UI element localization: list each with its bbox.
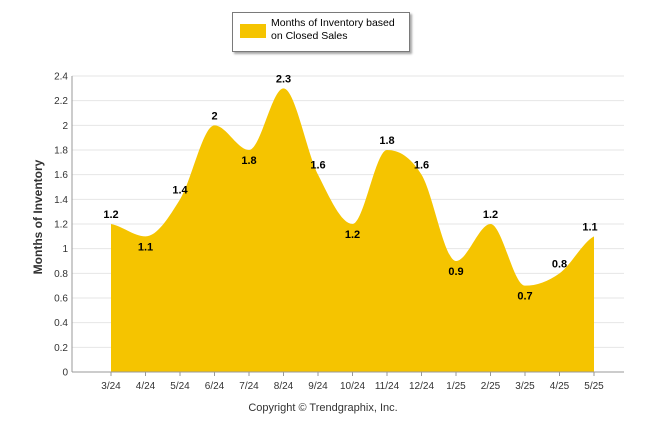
- y-tick-label: 2: [62, 121, 68, 132]
- legend-label: Months of Inventory based on Closed Sale…: [271, 17, 395, 42]
- x-tick-label: 11/24: [375, 381, 400, 392]
- data-label: 0.9: [448, 266, 463, 278]
- y-tick-label: 0.6: [54, 294, 68, 305]
- data-label: 1.2: [345, 229, 360, 241]
- y-tick-label: 1.8: [54, 146, 68, 157]
- area-series: [111, 88, 594, 372]
- x-tick-label: 5/24: [170, 381, 190, 392]
- x-tick-label: 10/24: [340, 381, 365, 392]
- data-label: 0.8: [552, 258, 567, 270]
- legend: Months of Inventory based on Closed Sale…: [232, 12, 410, 52]
- y-axis-title: Months of Inventory: [31, 159, 45, 275]
- data-label: 1.6: [310, 160, 325, 172]
- x-tick-label: 1/25: [446, 381, 466, 392]
- data-label: 1.2: [483, 209, 498, 221]
- data-label: 1.8: [379, 135, 394, 147]
- data-label: 2: [211, 110, 217, 122]
- data-label: 1.8: [241, 155, 256, 167]
- area-fill: [111, 88, 594, 372]
- x-tick-label: 3/24: [101, 381, 121, 392]
- y-tick-label: 1.6: [54, 170, 68, 181]
- copyright-text: Copyright © Trendgraphix, Inc.: [248, 402, 398, 414]
- y-tick-label: 0.2: [54, 343, 68, 354]
- x-tick-label: 4/24: [136, 381, 156, 392]
- data-label: 1.1: [138, 241, 153, 253]
- x-tick-label: 6/24: [205, 381, 225, 392]
- x-tick-label: 8/24: [274, 381, 294, 392]
- data-label: 1.6: [414, 160, 429, 172]
- y-tick-label: 2.4: [54, 72, 68, 83]
- legend-swatch: [240, 24, 266, 38]
- y-tick-label: 2.2: [54, 96, 68, 107]
- axes: 0 0.2 0.4 0.6 0.8 1 1.2 1.4 1.6 1.8 2 2.2 2.4 3/24 4/2…: [54, 72, 624, 392]
- x-tick-label: 5/25: [584, 381, 604, 392]
- data-label: 2.3: [276, 73, 291, 85]
- x-tick-label: 3/25: [515, 381, 535, 392]
- y-tick-label: 0.8: [54, 269, 68, 280]
- data-label: 1.4: [172, 184, 188, 196]
- x-tick-label: 12/24: [409, 381, 434, 392]
- x-tick-label: 7/24: [239, 381, 259, 392]
- data-label: 1.2: [103, 209, 118, 221]
- data-labels: 1.2 1.1 1.4 2 1.8 2.3 1.6 1.2 1.8 1.6 0.9 1.2 0.7 0.8…: [103, 73, 597, 302]
- y-tick-label: 1.4: [54, 195, 68, 206]
- x-tick-label: 4/25: [550, 381, 570, 392]
- y-tick-label: 1.2: [54, 220, 68, 231]
- x-tick-label: 9/24: [308, 381, 328, 392]
- x-tick-label: 2/25: [481, 381, 501, 392]
- y-tick-label: 1: [62, 244, 68, 255]
- y-tick-label: 0.4: [54, 318, 68, 329]
- data-label: 1.1: [582, 221, 597, 233]
- y-tick-label: 0: [62, 368, 68, 379]
- data-label: 0.7: [517, 291, 532, 303]
